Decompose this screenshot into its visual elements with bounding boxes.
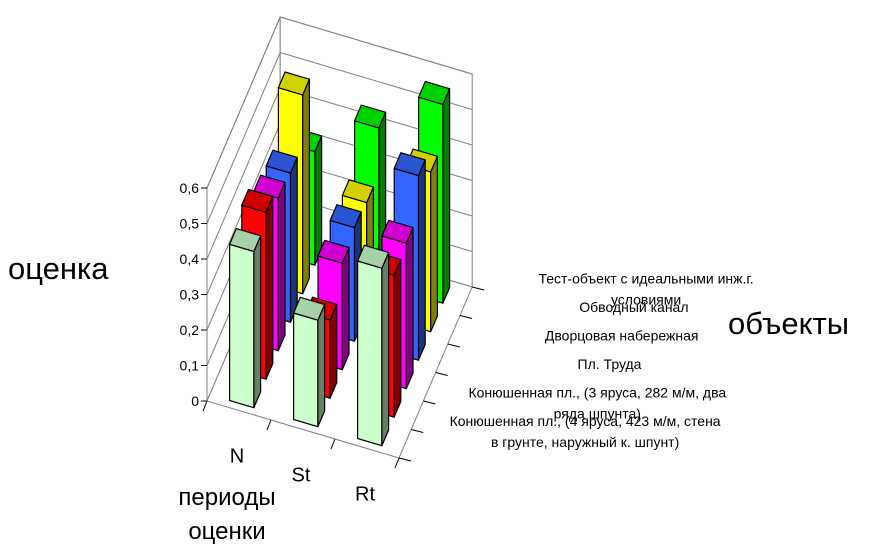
y-tick-label: 0: [191, 393, 199, 409]
bar-top: [381, 219, 414, 244]
bar-top: [393, 151, 427, 177]
bar-side: [381, 252, 390, 446]
gridline: [206, 16, 473, 189]
z-tick-label: Тест-объект с идеальными инж.г. условиями: [538, 270, 753, 307]
z-tick-label: Обводный канал: [579, 299, 688, 315]
x-tick-label: N: [230, 446, 244, 468]
y-tick-label: 0,1: [180, 358, 200, 374]
z-tick: [472, 286, 485, 291]
y-tick-label: 0,6: [180, 180, 200, 196]
bar-top: [228, 227, 262, 253]
x-tick: [202, 400, 208, 412]
bar-top: [417, 80, 451, 106]
bar-side: [253, 235, 262, 408]
bar-side: [317, 304, 326, 427]
z-tick-label-line: Конюшенная пл., (3 яруса, 282 м/м, два: [468, 384, 726, 400]
x-tick: [266, 419, 272, 431]
x-tick: [394, 457, 400, 469]
bar-top: [277, 71, 311, 96]
bar-top: [341, 179, 375, 204]
z-tick-label-line: Дворцовая набережная: [545, 327, 699, 343]
z-axis-title: объекты: [728, 306, 849, 341]
y-tick-label: 0,2: [180, 322, 200, 338]
z-tick-label-line: Пл. Труда: [578, 356, 642, 372]
bar-top: [240, 188, 274, 214]
bar-side: [265, 196, 274, 380]
z-tick-label-line: в грунте, наружный к. шпунт): [491, 434, 679, 450]
bar-side: [277, 182, 286, 351]
bar-side: [393, 259, 402, 418]
z-tick-label: Конюшенная пл., (4 яруса, 423 м/м, стена…: [450, 413, 721, 450]
bar: [356, 244, 390, 447]
z-tick-label-line: Конюшенная пл., (4 яруса, 423 м/м, стена: [450, 413, 721, 429]
bar: [292, 296, 326, 428]
bar-side: [289, 157, 298, 323]
z-tick-label-line: Обводный канал: [579, 299, 688, 315]
bar-top: [317, 239, 350, 264]
bar-front: [293, 312, 319, 428]
z-tick-label: Дворцовая набережная: [545, 327, 699, 343]
bar-side: [442, 88, 451, 304]
x-tick-label: Rt: [355, 484, 375, 506]
bar-top: [353, 104, 387, 129]
bar-top: [265, 149, 299, 174]
x-axis-title: периоды оценки: [178, 484, 275, 545]
bar-side: [314, 135, 323, 266]
z-tick-label-line: Тест-объект с идеальными инж.г.: [538, 270, 753, 286]
bar: [228, 227, 262, 409]
z-tick: [447, 343, 460, 348]
bar-front: [229, 243, 255, 409]
y-tick-label: 0,3: [180, 287, 200, 303]
y-tick-label: 0,5: [180, 216, 200, 232]
z-tick-label-line: ряда шпунта): [554, 405, 641, 421]
gridline: [206, 51, 473, 224]
bar-top: [292, 296, 326, 321]
bars-group: [228, 71, 451, 447]
z-tick: [459, 315, 473, 319]
bar-side: [341, 247, 350, 370]
bar-side: [302, 78, 310, 294]
z-tick: [435, 372, 448, 376]
bar-top: [329, 203, 363, 229]
z-tick-label-line: условиями: [611, 291, 681, 307]
z-tick: [423, 400, 436, 405]
z-tick: [411, 429, 424, 433]
labels-group: 0 0,1 0,2 0,3 0,4 0,5 0,6 N St Rt Конюшенная пл., …: [180, 180, 754, 506]
bar-top: [356, 244, 390, 269]
z-tick-label: Конюшенная пл., (3 яруса, 282 м/м, два ря…: [468, 384, 726, 421]
x-tick: [330, 438, 336, 450]
z-tick-label: Пл. Труда: [578, 356, 642, 372]
bar-side: [405, 227, 414, 389]
bar-side: [417, 159, 426, 361]
bar-side: [430, 156, 438, 332]
y-axis-title: оценка: [8, 251, 109, 286]
x-tick-label: St: [292, 465, 311, 487]
bar-front: [357, 260, 383, 447]
z-tick: [398, 457, 412, 462]
y-tick-label: 0,4: [180, 251, 200, 267]
